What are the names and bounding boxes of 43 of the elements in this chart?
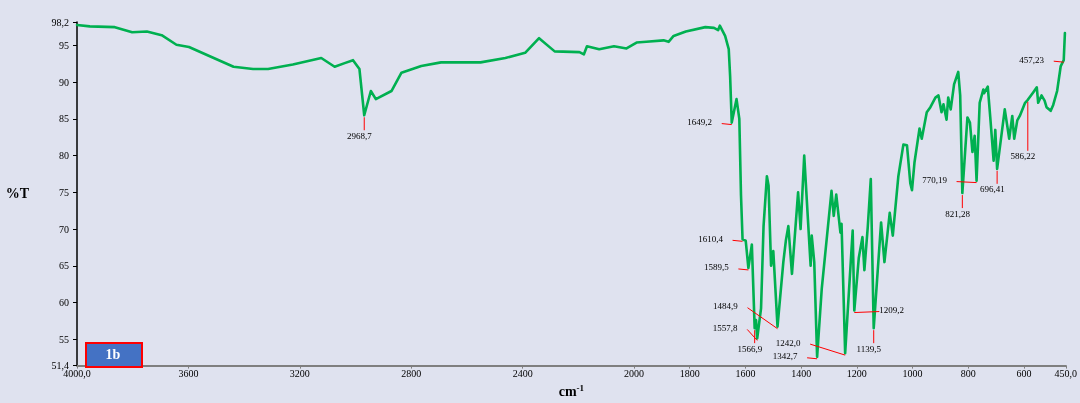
annotation: 1649,2 <box>687 117 713 128</box>
annotation: 696,41 <box>979 184 1005 195</box>
annotation: 586,22 <box>1010 151 1036 162</box>
x-tick-label: 2000 <box>624 368 645 380</box>
y-tick-label: 95 <box>59 39 69 51</box>
y-tick-label: 51,4 <box>51 360 69 372</box>
annotation: 821,28 <box>945 208 971 219</box>
x-tick-label: 1000 <box>902 368 923 380</box>
y-tick-label: 75 <box>59 186 69 198</box>
x-tick-label: 1600 <box>735 368 756 380</box>
annotation: 1242,0 <box>775 337 802 348</box>
annotation: 1342,7 <box>772 351 798 362</box>
annotation: 1139,5 <box>856 343 882 354</box>
x-tick-label: 3600 <box>178 368 199 380</box>
y-tick-label: 60 <box>59 296 69 308</box>
y-tick-label: 80 <box>59 150 69 162</box>
y-tick-label: 70 <box>59 223 69 235</box>
annotation: 1610,4 <box>698 233 724 244</box>
x-tick-label: 3200 <box>289 368 310 380</box>
y-tick-label: 55 <box>59 333 69 345</box>
x-tick-label: 1800 <box>679 368 700 380</box>
x-tick-label: 800 <box>960 368 976 380</box>
x-tick-label: 600 <box>1016 368 1032 380</box>
x-tick-label: 2800 <box>401 368 422 380</box>
annotation: 1557,8 <box>712 322 739 333</box>
annotation: 1589,5 <box>703 262 730 273</box>
x-tick-label: 2400 <box>512 368 533 380</box>
x-tick-label: 450,0 <box>1054 368 1077 380</box>
annotation: 770,19 <box>922 175 948 186</box>
y-tick-label: 98,2 <box>51 16 69 28</box>
annotation: 1b <box>105 346 121 362</box>
annotation: 1484,9 <box>713 301 739 312</box>
line-series <box>75 23 1067 359</box>
x-tick-label: 1200 <box>846 368 867 380</box>
y-tick-label: 85 <box>59 113 69 125</box>
annotation: 2968,7 <box>347 130 373 141</box>
annotation: 1209,2 <box>879 305 905 316</box>
y-tick-label: 65 <box>59 260 69 272</box>
x-tick-label: 1400 <box>791 368 812 380</box>
y-tick-label: 90 <box>59 76 69 88</box>
y-axis-title: %T <box>5 186 30 202</box>
annotation: 457,23 <box>1019 54 1045 65</box>
annotation: 1566,9 <box>737 343 763 354</box>
